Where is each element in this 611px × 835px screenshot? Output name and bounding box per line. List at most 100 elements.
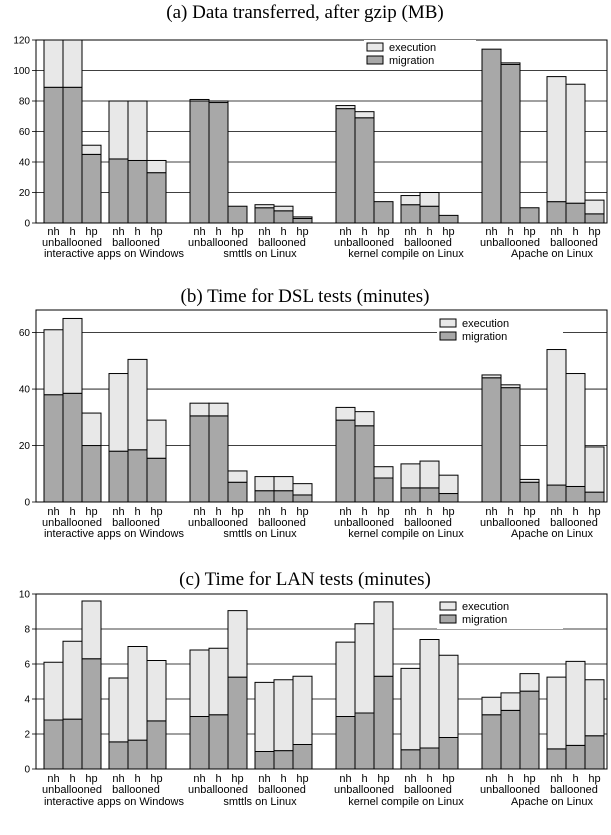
bar-execution [81,144,102,155]
bar-label: nh [485,506,497,518]
legend-label-migration: migration [389,55,434,67]
bar-migration [273,210,294,224]
bar-execution [400,463,421,489]
bar-label: h [280,226,286,238]
group-label: kernel compile on Linux [348,248,464,260]
subgroup-label: ballooned [404,517,452,529]
bar-execution [419,192,440,207]
bar-label: hp [296,506,308,518]
bar-execution [108,373,129,452]
bar-execution [108,677,129,743]
subgroup-label: unballooned [188,237,248,249]
subgroup-label: ballooned [404,237,452,249]
bar-execution [146,419,167,459]
bar-execution [354,411,375,427]
bar-label: hp [296,773,308,785]
bar-migration [227,676,248,770]
bar-migration [189,100,210,224]
group-label: kernel compile on Linux [348,528,464,540]
legend-label-execution: execution [462,318,509,330]
bar-label: hp [296,226,308,238]
group-label: interactive apps on Windows [44,796,185,808]
bar-migration [565,202,586,224]
bar-label: h [572,773,578,785]
legend-box [437,599,563,629]
bar-migration [43,86,64,224]
subgroup-label: ballooned [550,237,598,249]
legend-box [437,316,563,346]
bar-execution [273,679,294,752]
group-label: kernel compile on Linux [348,796,464,808]
bar-migration [519,207,540,224]
bar-label: h [361,773,367,785]
bar-execution [546,76,567,203]
bar-label: h [215,773,221,785]
bar-label: hp [588,773,600,785]
bar-label: nh [258,506,270,518]
group-label: Apache on Linux [511,528,593,540]
y-tick-label: 80 [19,97,31,108]
bar-label: nh [112,226,124,238]
bar-execution [500,384,521,389]
chart-title: (b) Time for DSL tests (minutes) [181,286,430,307]
subgroup-label: unballooned [42,517,102,529]
bar-execution [565,373,586,487]
bar-label: h [507,773,513,785]
bar-migration [400,749,421,770]
chart-panel-3: (c) Time for LAN tests (minutes) 0 2 4 6 8 10 n… [19,569,608,808]
group-label: Apache on Linux [511,248,593,260]
bar-label: nh [550,506,562,518]
bar-migration [108,158,129,224]
bar-migration [500,709,521,770]
bar-label: hp [377,506,389,518]
bar-execution [127,646,148,741]
subgroup-label: unballooned [188,784,248,796]
bar-execution [254,476,275,492]
bar-label: nh [485,226,497,238]
bar-label: nh [112,773,124,785]
bar-label: nh [339,506,351,518]
chart-panel-2: (b) Time for DSL tests (minutes) 0 20 40 60 n… [19,286,608,540]
legend-swatch-migration [439,331,457,341]
legend-label-execution: execution [389,42,436,54]
bar-label: hp [231,506,243,518]
bar-execution [43,329,64,396]
bar-execution [438,654,459,738]
subgroup-label: ballooned [112,237,160,249]
bar-migration [127,739,148,770]
y-tick-label: 0 [24,498,30,509]
legend-label-execution: execution [462,601,509,613]
bar-label: nh [47,506,59,518]
bar-label: nh [404,226,416,238]
subgroup-label: unballooned [480,784,540,796]
bar-execution [208,100,229,104]
bar-execution [519,478,540,483]
bar-label: nh [339,773,351,785]
bar-label: hp [85,506,97,518]
bar-migration [189,415,210,503]
bar-migration [292,494,313,503]
bar-execution [62,640,83,720]
bar-migration [354,425,375,503]
bar-label: nh [193,226,205,238]
bar-migration [565,485,586,503]
bar-label: h [361,506,367,518]
group-label: Apache on Linux [511,796,593,808]
bar-label: h [426,773,432,785]
plot-frame [35,593,608,770]
y-tick-label: 60 [19,127,31,138]
bar-label: hp [150,506,162,518]
bar-label: nh [47,773,59,785]
y-tick-label: 120 [13,36,30,47]
group-label: smttls on Linux [223,528,297,540]
bar-label: nh [404,506,416,518]
subgroup-label: ballooned [112,784,160,796]
bar-migration [481,48,502,224]
bar-migration [43,719,64,770]
bar-execution [481,696,502,716]
bar-execution [208,647,229,716]
bar-migration [108,450,129,503]
bar-label: nh [112,506,124,518]
bar-migration [481,714,502,770]
bar-label: h [215,506,221,518]
